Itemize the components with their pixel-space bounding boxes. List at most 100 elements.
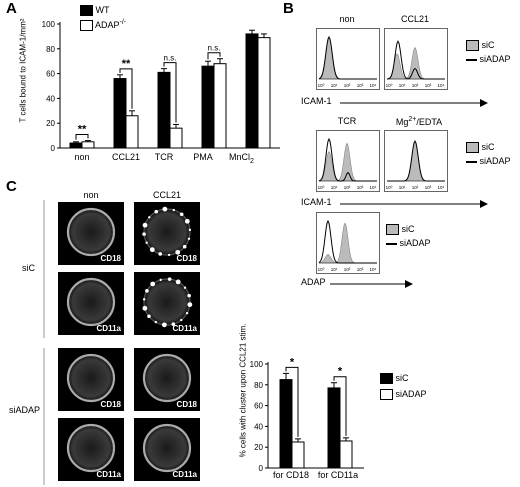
facs-title-mg: Mg2+/EDTA: [395, 116, 443, 127]
panel-label-c: C: [6, 178, 17, 195]
cluster-spot: [145, 241, 148, 244]
facs-histogram-ccl21: 10⁰ 10¹ 10² 10³ 10⁴: [384, 28, 448, 90]
cell-membrane: [66, 353, 116, 403]
histogram-sic: [318, 142, 377, 182]
cluster-spot: [154, 209, 159, 214]
facs-title-non: non: [339, 14, 355, 24]
axis-arrow-adap: [330, 280, 413, 288]
cluster-spot: [187, 237, 191, 240]
bar: [113, 78, 127, 149]
micro-image-sic-ccl21-cd18: CD18: [134, 202, 200, 265]
histogram-tick-label: 10⁰: [386, 83, 393, 88]
bar: [291, 441, 305, 469]
micro-image-siadap-ccl21-cd11a: CD11a: [134, 418, 200, 481]
cat-ccl21: CCL21: [111, 152, 140, 162]
histogram-tick-label: 10³: [425, 185, 432, 190]
legend-c-sic: siC: [380, 373, 409, 385]
y-tick-label: 80: [46, 45, 55, 54]
legend-a-wt: WT: [80, 5, 110, 17]
y-tick-label: 100: [250, 360, 264, 369]
cluster-spot: [175, 249, 181, 255]
cat-non: non: [74, 152, 90, 162]
cell-body: [144, 355, 190, 401]
cluster-spot: [142, 305, 148, 311]
cat-for-cd11a: for CD11a: [317, 470, 359, 480]
facs-title-ccl21: CCL21: [400, 14, 429, 24]
axis-arrow-icam-mid: [340, 200, 488, 208]
micro-image-sic-ccl21-cd11a: CD11a: [134, 272, 200, 335]
significance-label: n.s.: [164, 54, 177, 63]
significance-label: *: [338, 366, 343, 378]
histogram-tick-label: 10⁴: [370, 185, 377, 190]
facs-histogram-non: 10⁰ 10¹ 10² 10³ 10⁴: [316, 28, 380, 90]
cluster-spot: [149, 247, 155, 253]
cluster-spot: [187, 302, 193, 308]
significance-bracket: [75, 134, 89, 140]
cat-tcr: TCR: [154, 152, 174, 162]
cluster-spot: [185, 311, 189, 315]
y-tick-label: 100: [42, 20, 56, 29]
cluster-spot: [150, 281, 156, 287]
legend-c-sic-swatch: [380, 373, 393, 385]
micro-image-siadap-non-cd18: CD18: [58, 348, 124, 411]
cell-body: [144, 425, 190, 471]
histogram-tick-label: 10¹: [331, 185, 338, 190]
histogram-tick-label: 10⁴: [438, 83, 445, 88]
cluster-spot: [162, 206, 168, 212]
cluster-spot: [145, 289, 149, 293]
cluster-spot: [179, 212, 184, 217]
panel-label-b: B: [283, 0, 294, 17]
cluster-spot: [175, 279, 181, 285]
histogram-tick-label: 10²: [344, 185, 351, 190]
cluster-spot: [154, 320, 158, 324]
histogram-tick-label: 10⁰: [318, 83, 325, 88]
histogram-tick-label: 10²: [344, 267, 351, 272]
y-tick-label: 40: [46, 94, 55, 103]
cell-membrane: [66, 277, 116, 327]
cluster-spot: [172, 208, 175, 212]
y-tick-label: 80: [254, 381, 263, 390]
bar: [125, 115, 139, 149]
cluster-spot: [142, 222, 148, 228]
histogram-tick-label: 10¹: [331, 83, 338, 88]
cell-membrane: [66, 207, 116, 257]
cluster-spot: [142, 232, 146, 236]
y-tick-label: 0: [51, 144, 56, 153]
significance-label: *: [290, 356, 295, 368]
histogram-tick-label: 10¹: [331, 267, 338, 272]
y-tick-label: 40: [254, 422, 263, 431]
bar: [327, 387, 341, 469]
chart-c: 0 20 40 60 80 100 * *: [250, 356, 364, 473]
facs-legend-bottom: siC siADAP: [386, 224, 431, 248]
y-tick-label: 60: [254, 402, 263, 411]
histogram-tick-label: 10⁰: [386, 185, 393, 190]
significance-bracket: [119, 68, 133, 109]
axis-label-icam-mid: ICAM-1: [301, 197, 334, 207]
cluster-spot: [183, 286, 187, 289]
chart-a-ylabel: T cells bound to ICAM-1/mm²: [18, 18, 28, 123]
cell-membrane: [142, 423, 192, 473]
cell-body: [144, 209, 190, 255]
micro-row-siadap: siADAP: [9, 405, 41, 415]
bar: [213, 63, 227, 149]
y-tick-label: 20: [46, 119, 55, 128]
micro-image-sic-non-cd11a: CD11a: [58, 272, 124, 335]
cluster-spot: [159, 278, 162, 282]
histogram-tick-label: 10⁰: [318, 185, 325, 190]
histogram-tick-label: 10²: [412, 185, 419, 190]
bar: [257, 37, 271, 149]
cell-body: [68, 425, 114, 471]
facs-histogram-adap: 10⁰ 10¹ 10² 10³ 10⁴: [316, 212, 380, 274]
axis-arrow-icam-top: [340, 99, 488, 107]
cluster-spot: [161, 322, 167, 328]
cell-body: [68, 209, 114, 255]
facs-legend-top: siC siADAP: [466, 40, 511, 64]
histogram-tick-label: 10⁰: [318, 267, 325, 272]
chart-a: 0 20 40 60 80 100 ** ** n.s. n.s.: [42, 20, 280, 153]
legend-siadap-line: [466, 58, 477, 61]
legend-sic-swatch: [386, 224, 399, 236]
cluster-spot: [148, 216, 151, 219]
cluster-spot: [180, 318, 183, 322]
cluster-spot: [187, 293, 191, 298]
legend-adap-swatch: [80, 20, 93, 32]
